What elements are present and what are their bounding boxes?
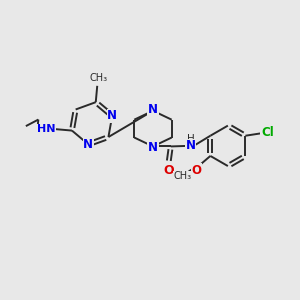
Text: O: O [163,164,174,177]
Text: H: H [187,134,195,144]
Text: N: N [148,141,158,154]
Text: CH₃: CH₃ [89,73,107,83]
Text: N: N [148,103,158,116]
Text: Cl: Cl [261,126,274,139]
Text: CH₃: CH₃ [173,171,191,181]
Text: N: N [107,110,117,122]
Text: N: N [186,139,196,152]
Text: HN: HN [37,124,55,134]
Text: N: N [83,138,93,151]
Text: O: O [191,164,201,177]
